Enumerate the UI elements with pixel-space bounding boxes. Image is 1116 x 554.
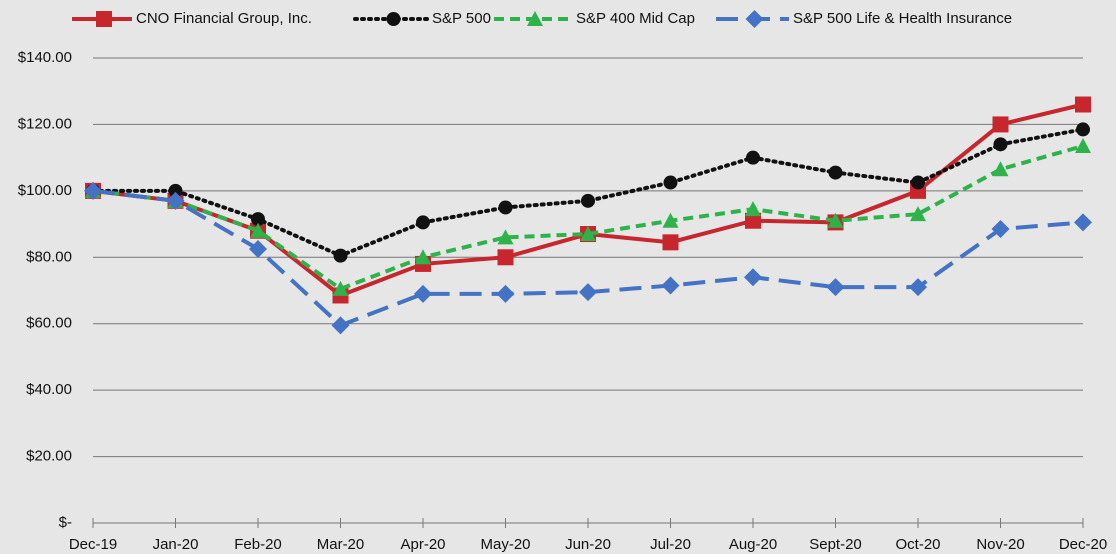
legend-label: S&P 500 [432, 10, 491, 27]
legend-marker [527, 11, 543, 26]
legend-label: S&P 400 Mid Cap [576, 10, 695, 27]
data-point [415, 249, 431, 265]
y-tick-label: $20.00 [26, 448, 72, 465]
x-tick-label: Jun-20 [565, 536, 611, 553]
series-line [92, 188, 1084, 328]
x-tick-label: Aug-20 [729, 536, 777, 553]
data-point [910, 206, 926, 222]
data-point [662, 212, 679, 228]
y-tick-label: $80.00 [26, 248, 72, 265]
data-point [416, 215, 430, 230]
data-point [249, 239, 267, 258]
data-point [166, 191, 185, 210]
x-tick-label: Sept-20 [809, 536, 862, 553]
data-point [579, 283, 597, 302]
x-tick-label: Dec-20 [1059, 536, 1107, 553]
x-tick-label: Apr-20 [400, 536, 445, 553]
data-point [497, 249, 514, 266]
data-point [746, 150, 760, 165]
data-point [497, 229, 514, 245]
x-tick-label: Dec-19 [69, 536, 117, 553]
data-point [744, 268, 762, 287]
data-point [414, 284, 432, 303]
data-point [498, 200, 513, 215]
data-point [251, 212, 265, 227]
data-point [331, 316, 350, 335]
data-point [332, 280, 349, 296]
data-point [1076, 122, 1090, 137]
data-point [828, 165, 843, 180]
data-point [992, 161, 1009, 177]
data-point [496, 284, 515, 303]
y-tick-label: $120.00 [18, 115, 72, 132]
data-point [745, 201, 761, 217]
x-tick-label: Jan-20 [153, 536, 199, 553]
data-point [662, 234, 679, 251]
data-point [827, 212, 844, 228]
data-point [826, 278, 845, 297]
x-tick-label: Oct-20 [895, 536, 940, 553]
legend-marker [745, 10, 764, 28]
data-point [1074, 213, 1092, 232]
legend-marker [386, 12, 401, 26]
y-tick-label: $140.00 [18, 49, 72, 66]
y-tick-label: $40.00 [26, 381, 72, 398]
data-point [745, 212, 761, 229]
data-point [581, 193, 595, 208]
x-tick-label: Mar-20 [317, 536, 365, 553]
y-tick-label: $100.00 [18, 182, 72, 199]
data-point [1075, 138, 1091, 154]
data-point [250, 222, 266, 238]
data-point [168, 183, 183, 198]
series-line [92, 144, 1084, 292]
data-point [993, 137, 1008, 152]
legend-label: S&P 500 Life & Health Insurance [793, 10, 1012, 27]
data-point [991, 220, 1010, 239]
data-point [333, 248, 348, 263]
data-point [580, 226, 596, 242]
x-tick-label: Nov-20 [976, 536, 1024, 553]
data-point [992, 116, 1009, 133]
legend-label: CNO Financial Group, Inc. [136, 10, 312, 27]
y-tick-label: $- [59, 514, 72, 531]
data-point [661, 276, 680, 295]
data-point [663, 175, 678, 190]
legend-marker [96, 11, 112, 27]
x-tick-label: Jul-20 [650, 536, 691, 553]
x-tick-label: May-20 [480, 536, 530, 553]
data-point [909, 278, 927, 297]
data-point [1075, 96, 1091, 113]
y-tick-label: $60.00 [26, 315, 72, 332]
x-tick-label: Feb-20 [234, 536, 282, 553]
data-point [911, 175, 925, 190]
data-point [84, 181, 102, 200]
